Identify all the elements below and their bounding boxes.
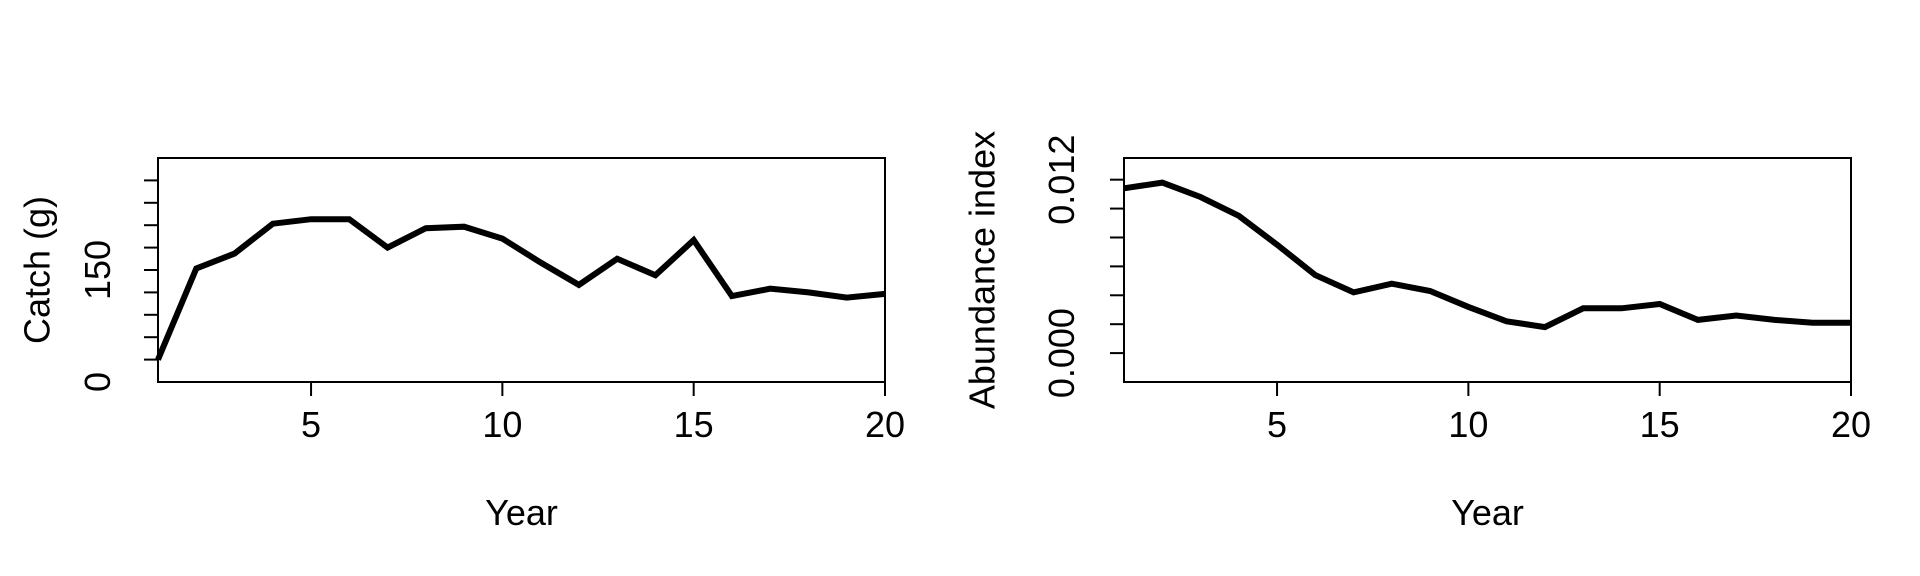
- abundance-panel: 5 10 15 20 0.000 0.012 Year Abundance index: [962, 131, 1872, 533]
- x-tick-label: 20: [1831, 404, 1871, 445]
- x-tick-label: 5: [1267, 404, 1287, 445]
- y-axis-label: Abundance index: [962, 131, 1003, 409]
- y-tick-label: 0.012: [1041, 135, 1082, 225]
- x-axis-label: Year: [1451, 492, 1524, 533]
- x-tick-label: 10: [1448, 404, 1488, 445]
- x-axis-label: Year: [485, 492, 558, 533]
- x-tick-label: 20: [865, 404, 905, 445]
- catch-panel: 5 10 15 20 0 150 Year Catch (g): [17, 157, 905, 533]
- x-tick-label: 15: [674, 404, 714, 445]
- plot-frame: [157, 157, 886, 383]
- x-tick-label: 5: [301, 404, 321, 445]
- x-tick-label: 15: [1640, 404, 1680, 445]
- y-axis-label: Catch (g): [17, 196, 58, 344]
- y-tick-label: 0.000: [1041, 308, 1082, 398]
- x-tick-label: 10: [482, 404, 522, 445]
- y-tick-label: 0: [77, 372, 118, 392]
- series-line: [155, 216, 886, 361]
- y-tick-label: 150: [77, 240, 118, 300]
- plot-frame: [1123, 157, 1852, 383]
- series-line: [1123, 179, 1851, 331]
